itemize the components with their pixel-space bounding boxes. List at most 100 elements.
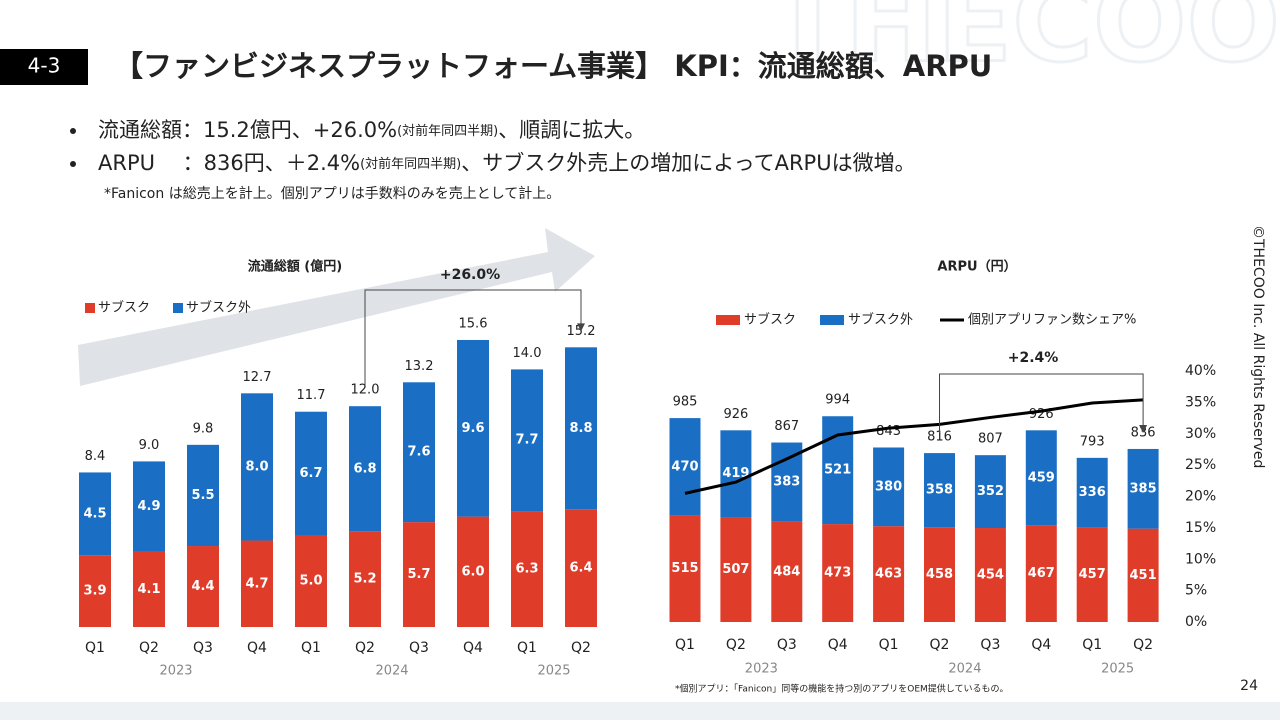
annotation-arrowhead [1139,424,1148,433]
chart-title: 流通総額 (億円) [248,259,342,275]
bar-segment [403,382,435,523]
x-tick-label: Q2 [1133,637,1153,653]
value-label: 4.5 [83,506,106,521]
x-tick-label: Q1 [85,640,105,656]
bar-segment [669,515,701,622]
y2-tick-label: 40% [1185,363,1216,379]
bullet-note: (対前年同四半期) [360,156,461,172]
bullet-note: (対前年同四半期) [397,123,498,139]
bar-segment [924,453,955,528]
total-label: 12.0 [351,383,380,398]
value-label: 484 [773,564,800,579]
total-label: 994 [825,393,850,408]
bar-segment [565,347,597,510]
bar-segment [241,540,273,627]
y2-tick-label: 0% [1185,614,1207,630]
bullet-footnote: *Fanicon は総売上を計上。個別アプリは手数料のみを売上として計上。 [104,186,560,202]
value-label: 515 [671,561,698,576]
bar-segment [511,511,543,627]
bar-segment [924,527,955,622]
bar-segment [457,339,489,517]
annotation: +2.4% [1008,350,1059,366]
section-box [0,49,88,85]
total-label: 867 [774,419,799,434]
value-label: 8.8 [569,421,592,436]
bar-segment [133,551,165,627]
bar-segment [873,447,905,527]
chart-footnote: *個別アプリ：「Fanicon」同等の機能を持つ別のアプリをOEM提供しているも… [675,683,1009,695]
value-label: 6.0 [461,564,484,579]
x-tick-label: Q1 [301,640,321,656]
value-label: 6.4 [569,561,592,576]
x-tick-label: Q2 [139,640,159,656]
bar-segment [974,528,1006,622]
x-tick-label: Q2 [930,637,950,653]
annotation-bracket [364,289,582,387]
total-label: 14.0 [513,346,542,361]
bullet: ARPU ：836円、＋2.4%(対前年同四半期)、サブスク外売上の増加によって… [98,151,916,175]
bar-segment [1025,525,1057,622]
total-label: 816 [927,430,952,445]
x-tick-label: Q1 [517,640,537,656]
value-label: 521 [824,463,851,478]
growth-arrow [78,228,595,386]
value-label: 7.6 [407,445,430,460]
value-label: 8.0 [245,459,268,474]
x-tick-label: Q2 [355,640,375,656]
bullet-tail: 、サブスク外売上の増加によってARPUは微増。 [461,151,915,175]
y2-tick-label: 30% [1185,426,1216,442]
bar-segment [187,546,219,627]
value-label: 458 [926,567,953,582]
bar-segment [79,472,111,556]
bullet-text: ARPU ：836円、＋2.4% [98,151,360,175]
legend-label: サブスク [744,312,796,328]
section-number: 4-3 [28,54,61,78]
x-tick-label: Q3 [980,637,1000,653]
bar-segment [720,517,752,622]
slide-title: 【ファンビジネスプラットフォーム事業】 KPI：流通総額、ARPU [114,49,992,83]
page-number: 24 [1240,678,1258,694]
annotation-bracket [939,373,1144,434]
bar-segment [771,442,803,522]
x-tick-label: Q1 [1082,637,1102,653]
value-label: 467 [1028,566,1055,581]
x-tick-label: Q3 [777,637,797,653]
y2-tick-label: 20% [1185,489,1216,505]
legend-swatch [85,303,95,313]
value-label: 451 [1130,568,1157,583]
bar-segment [349,406,381,532]
value-label: 336 [1079,485,1106,500]
value-label: 454 [977,568,1004,583]
value-label: 457 [1079,567,1106,582]
value-label: 473 [824,566,851,581]
y2-tick-label: 5% [1185,583,1207,599]
bar-segment [187,444,219,547]
value-label: 6.3 [515,562,538,577]
bar-segment [873,526,905,622]
value-label: 470 [671,459,698,474]
bar-segment [771,521,803,622]
total-label: 11.7 [297,388,326,403]
value-label: 507 [722,562,749,577]
value-label: 4.4 [191,579,214,594]
bar-segment [1076,527,1108,622]
value-label: 463 [875,567,902,582]
value-label: 4.1 [137,582,160,597]
legend-label: サブスク外 [186,300,251,316]
year-label: 2024 [948,662,981,677]
legend-swatch [716,315,740,325]
year-label: 2023 [159,664,192,679]
year-label: 2025 [1101,662,1134,677]
bar-segment [133,461,165,552]
legend-label: 個別アプリファン数シェア% [968,313,1136,328]
total-label: 807 [978,432,1003,447]
bar-segment [669,418,701,516]
bar-segment [720,430,752,518]
bar-segment [565,509,597,627]
chart-title: ARPU（円） [937,259,1016,275]
x-tick-label: Q4 [828,637,848,653]
value-label: 3.9 [83,584,106,599]
bar-segment [1025,430,1057,526]
bar-segment [457,516,489,627]
